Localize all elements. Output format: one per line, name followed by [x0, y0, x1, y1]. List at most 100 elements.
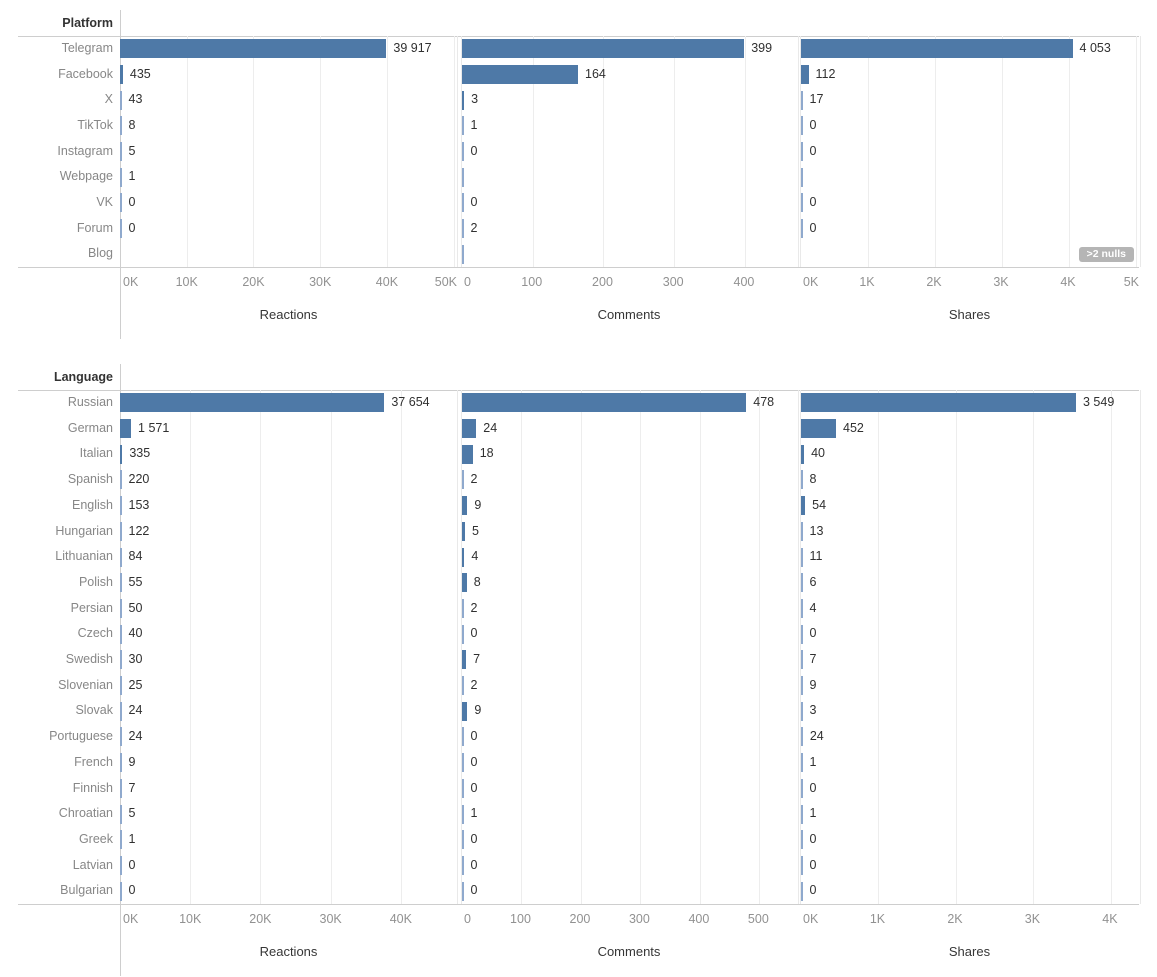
- bar-slovak-comments[interactable]: [462, 701, 468, 721]
- bar-lithuanian-reactions[interactable]: [120, 547, 122, 567]
- bar-finnish-reactions[interactable]: [120, 778, 122, 798]
- bar-french-comments[interactable]: [462, 753, 464, 773]
- bar-swedish-comments[interactable]: [462, 650, 467, 670]
- bar-french-shares[interactable]: [801, 753, 803, 773]
- bar-czech-reactions[interactable]: [120, 624, 122, 644]
- row-label-x[interactable]: X: [104, 92, 113, 107]
- bar-english-comments[interactable]: [462, 496, 468, 516]
- row-label-bulgarian[interactable]: Bulgarian: [60, 883, 113, 898]
- bar-tiktok-shares[interactable]: [801, 116, 803, 136]
- bar-portuguese-shares[interactable]: [801, 727, 803, 747]
- row-label-forum[interactable]: Forum: [76, 220, 113, 235]
- bar-latvian-reactions[interactable]: [120, 855, 122, 875]
- bar-italian-shares[interactable]: [801, 444, 805, 464]
- bar-instagram-comments[interactable]: [462, 142, 464, 161]
- bar-slovak-reactions[interactable]: [120, 701, 122, 721]
- bar-english-reactions[interactable]: [120, 496, 122, 516]
- row-label-slovak[interactable]: Slovak: [75, 703, 113, 718]
- row-label-telegram[interactable]: Telegram: [61, 41, 113, 55]
- row-label-portuguese[interactable]: Portuguese: [49, 729, 113, 744]
- bar-russian-comments[interactable]: [462, 393, 747, 413]
- bar-hungarian-reactions[interactable]: [120, 521, 122, 541]
- bar-portuguese-reactions[interactable]: [120, 727, 122, 747]
- row-label-vk[interactable]: VK: [96, 195, 113, 209]
- row-label-lithuanian[interactable]: Lithuanian: [55, 549, 113, 564]
- bar-persian-comments[interactable]: [462, 598, 464, 618]
- bar-vk-reactions[interactable]: [120, 193, 122, 213]
- bar-facebook-comments[interactable]: [462, 65, 578, 84]
- bar-persian-shares[interactable]: [801, 598, 803, 618]
- bar-greek-reactions[interactable]: [120, 830, 122, 850]
- row-label-czech[interactable]: Czech: [77, 626, 113, 641]
- bar-polish-shares[interactable]: [801, 573, 803, 593]
- row-label-hungarian[interactable]: Hungarian: [55, 523, 113, 538]
- bar-x-comments[interactable]: [462, 90, 465, 110]
- bar-persian-reactions[interactable]: [120, 598, 122, 618]
- bar-german-shares[interactable]: [801, 419, 837, 439]
- bar-instagram-shares[interactable]: [801, 142, 803, 161]
- bar-webpage-comments[interactable]: [462, 167, 464, 187]
- row-label-slovenian[interactable]: Slovenian: [58, 677, 113, 692]
- bar-polish-reactions[interactable]: [120, 573, 122, 593]
- bar-latvian-shares[interactable]: [801, 855, 803, 875]
- bar-chroatian-shares[interactable]: [801, 804, 803, 824]
- bar-spanish-comments[interactable]: [462, 470, 464, 490]
- row-label-french[interactable]: French: [74, 754, 113, 769]
- bar-chroatian-reactions[interactable]: [120, 804, 122, 824]
- bar-x-reactions[interactable]: [120, 90, 122, 110]
- bar-greek-shares[interactable]: [801, 830, 803, 850]
- bar-lithuanian-comments[interactable]: [462, 547, 465, 567]
- bar-lithuanian-shares[interactable]: [801, 547, 803, 567]
- bar-vk-comments[interactable]: [462, 193, 464, 213]
- bar-swedish-reactions[interactable]: [120, 650, 122, 670]
- bar-forum-reactions[interactable]: [120, 219, 122, 238]
- row-label-swedish[interactable]: Swedish: [65, 652, 113, 666]
- row-label-tiktok[interactable]: TikTok: [77, 118, 113, 132]
- bar-finnish-comments[interactable]: [462, 778, 464, 798]
- bar-english-shares[interactable]: [801, 496, 806, 516]
- bar-hungarian-shares[interactable]: [801, 521, 803, 541]
- bar-telegram-shares[interactable]: [801, 39, 1073, 59]
- bar-hungarian-comments[interactable]: [462, 521, 465, 541]
- bar-forum-comments[interactable]: [462, 219, 464, 238]
- bar-czech-shares[interactable]: [801, 624, 803, 644]
- bar-tiktok-reactions[interactable]: [120, 116, 122, 136]
- bar-webpage-shares[interactable]: [801, 167, 803, 187]
- row-label-blog[interactable]: Blog: [87, 246, 113, 261]
- bar-czech-comments[interactable]: [462, 624, 464, 644]
- row-label-greek[interactable]: Greek: [78, 831, 113, 846]
- bar-french-reactions[interactable]: [120, 753, 122, 773]
- bar-slovenian-comments[interactable]: [462, 676, 464, 696]
- bar-tiktok-comments[interactable]: [462, 116, 464, 136]
- row-label-spanish[interactable]: Spanish: [67, 472, 113, 487]
- bar-finnish-shares[interactable]: [801, 778, 803, 798]
- row-label-finnish[interactable]: Finnish: [72, 780, 113, 795]
- bar-swedish-shares[interactable]: [801, 650, 803, 670]
- bar-webpage-reactions[interactable]: [120, 167, 122, 187]
- bar-x-shares[interactable]: [801, 90, 803, 110]
- bar-bulgarian-reactions[interactable]: [120, 881, 122, 901]
- bar-slovenian-shares[interactable]: [801, 676, 803, 696]
- bar-greek-comments[interactable]: [462, 830, 464, 850]
- bar-telegram-comments[interactable]: [462, 39, 745, 59]
- bar-bulgarian-shares[interactable]: [801, 881, 803, 901]
- bar-polish-comments[interactable]: [462, 573, 467, 593]
- row-label-webpage[interactable]: Webpage: [59, 169, 113, 184]
- bar-italian-comments[interactable]: [462, 444, 473, 464]
- row-label-english[interactable]: English: [72, 497, 113, 512]
- row-label-russian[interactable]: Russian: [67, 395, 113, 409]
- bar-facebook-reactions[interactable]: [120, 65, 123, 84]
- bar-forum-shares[interactable]: [801, 219, 803, 238]
- bar-latvian-comments[interactable]: [462, 855, 464, 875]
- bar-portuguese-comments[interactable]: [462, 727, 464, 747]
- row-label-chroatian[interactable]: Chroatian: [58, 806, 113, 821]
- bar-bulgarian-comments[interactable]: [462, 881, 464, 901]
- bar-chroatian-comments[interactable]: [462, 804, 464, 824]
- row-label-german[interactable]: German: [67, 420, 113, 435]
- bar-blog-comments[interactable]: [462, 244, 464, 264]
- bar-slovak-shares[interactable]: [801, 701, 803, 721]
- bar-russian-shares[interactable]: [801, 393, 1076, 413]
- row-label-facebook[interactable]: Facebook: [58, 66, 113, 81]
- bar-spanish-reactions[interactable]: [120, 470, 122, 490]
- bar-german-comments[interactable]: [462, 419, 477, 439]
